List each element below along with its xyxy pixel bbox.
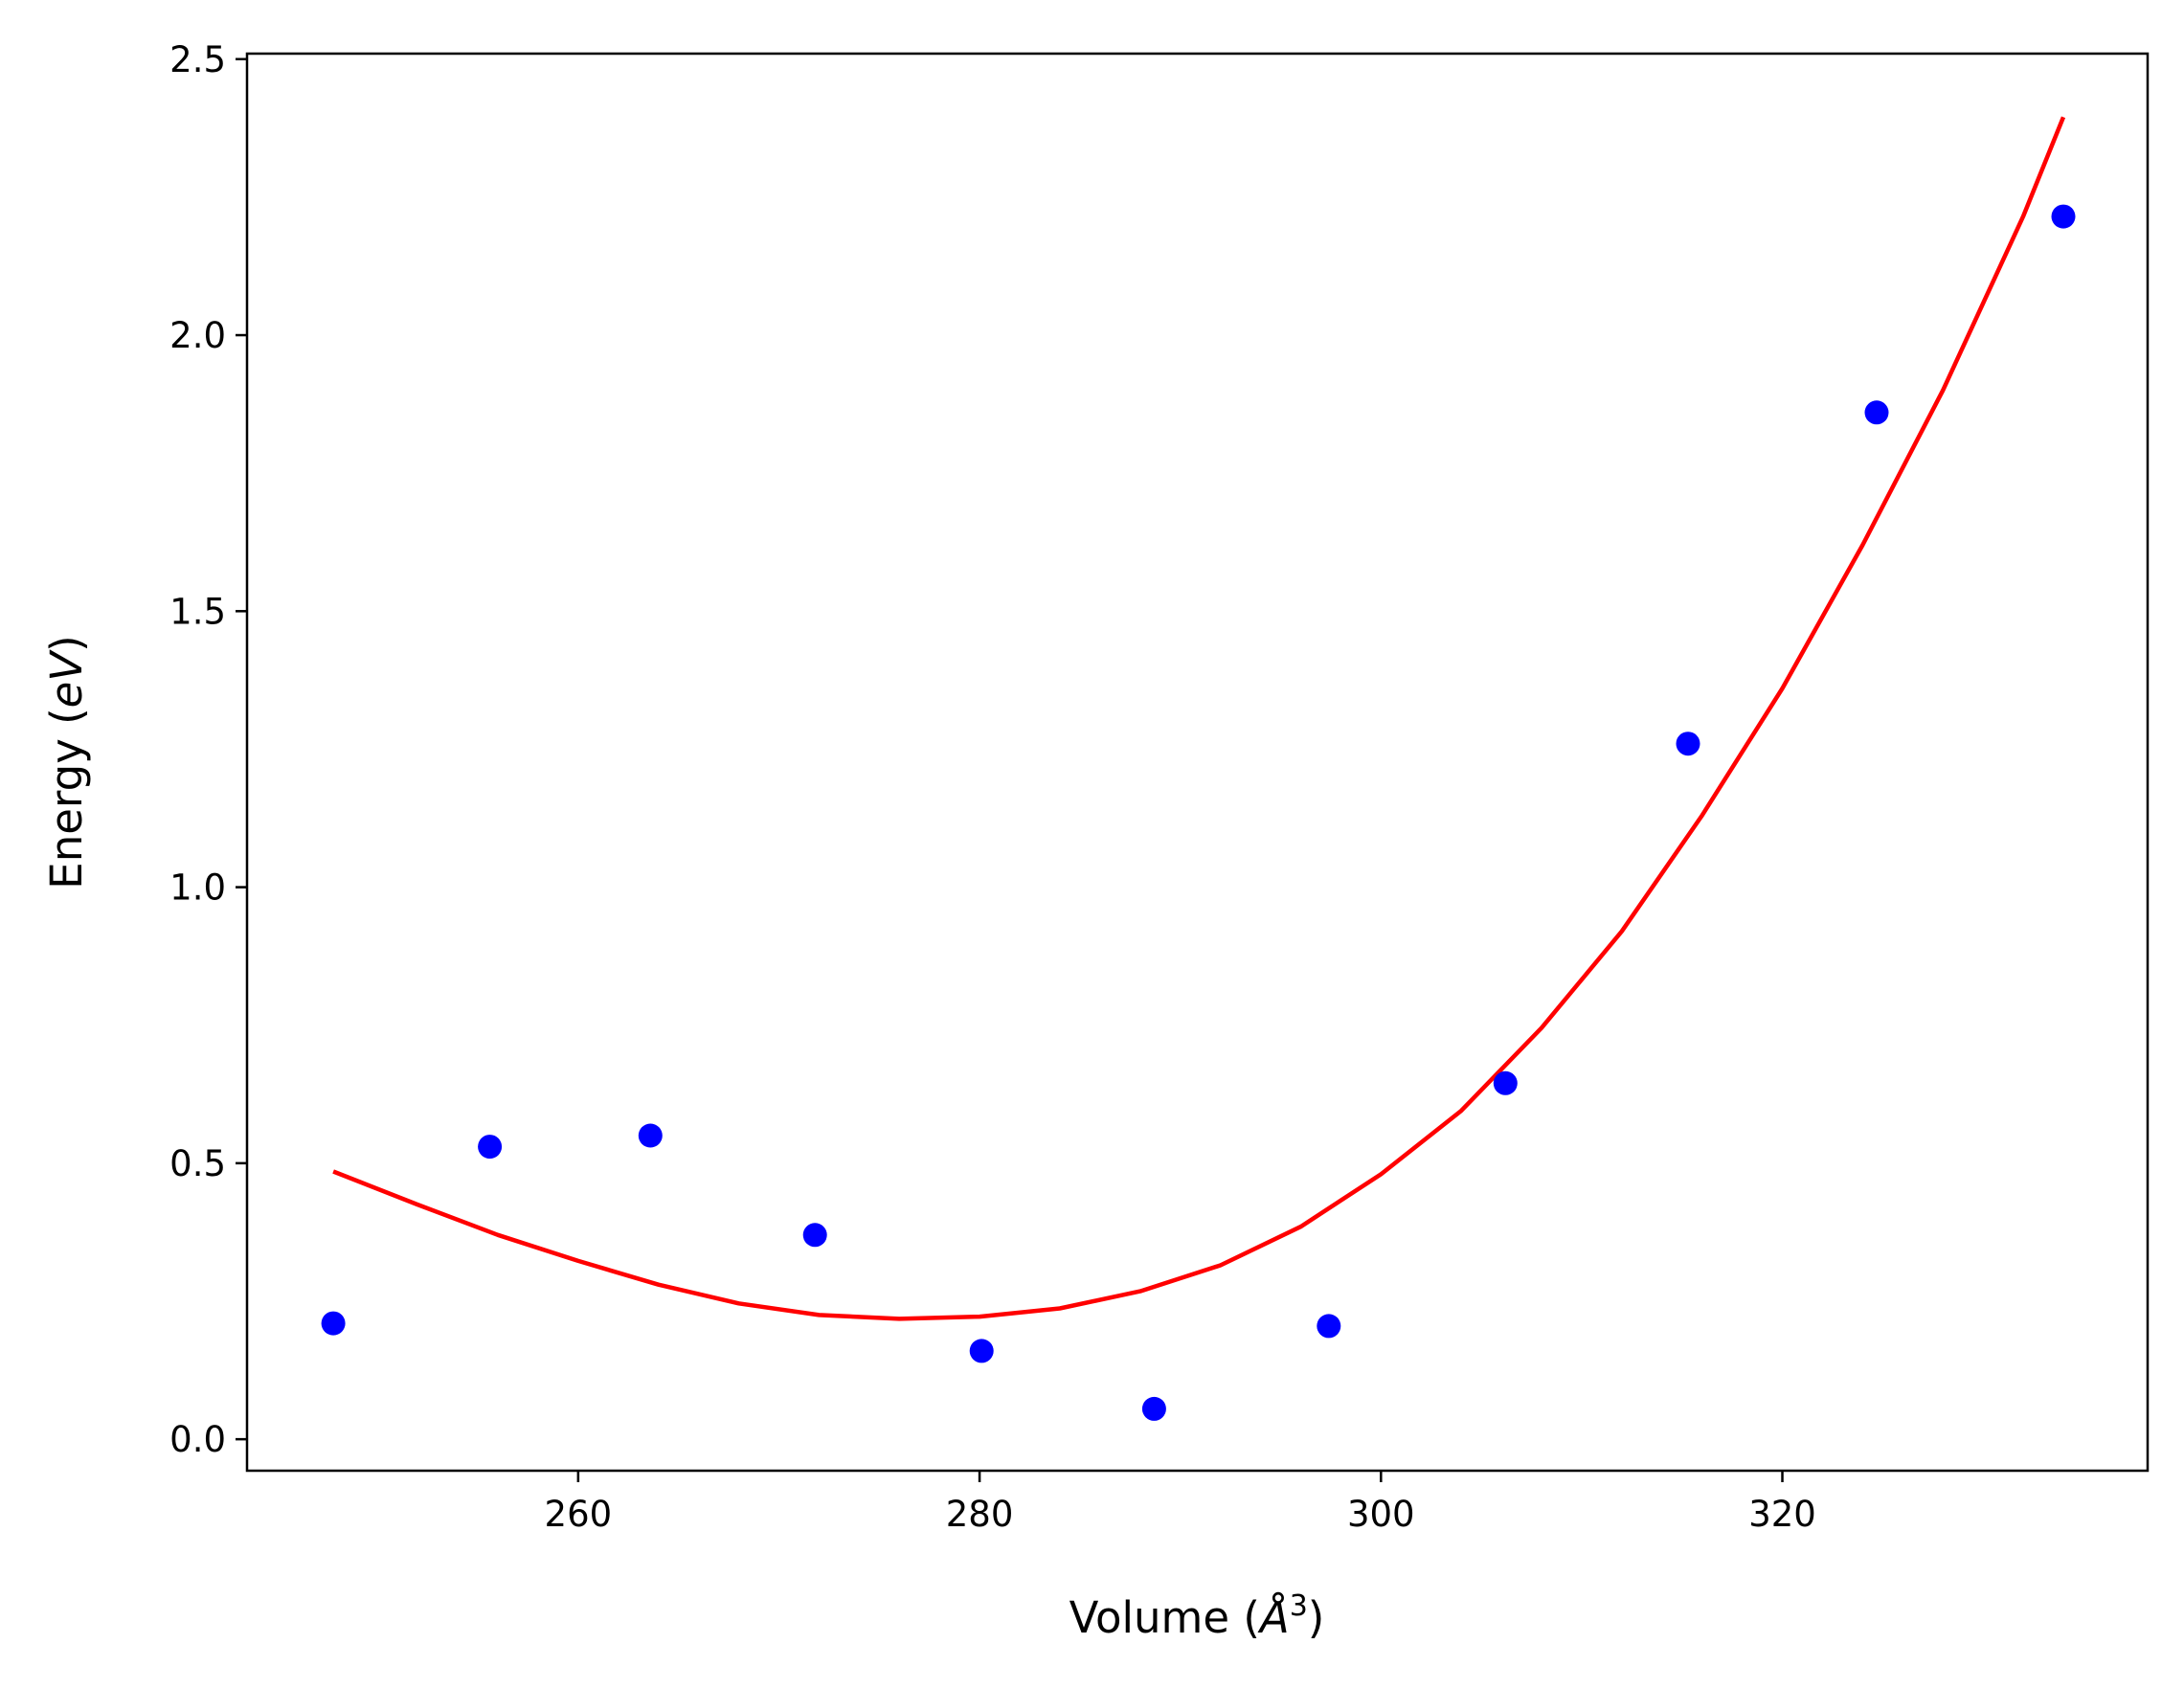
data-point bbox=[321, 1311, 346, 1336]
y-axis-label-prefix: Energy ( bbox=[41, 708, 92, 889]
fit-curve-layer bbox=[332, 116, 2066, 1321]
x-tick-label: 280 bbox=[946, 1494, 1014, 1535]
x-axis-label-suffix: ) bbox=[1308, 1592, 1325, 1643]
y-tick-label: 0.0 bbox=[169, 1419, 226, 1460]
plot-frame bbox=[245, 52, 2150, 1473]
data-point bbox=[478, 1135, 503, 1160]
x-axis-label-prefix: Volume ( bbox=[1069, 1592, 1260, 1643]
y-tick-label: 1.0 bbox=[169, 867, 226, 909]
y-axis-label: Energy (eV) bbox=[41, 635, 92, 889]
data-point bbox=[1317, 1314, 1341, 1339]
x-axis-ticks: 260 280 300 320 bbox=[545, 1471, 1816, 1535]
y-axis-ticks: 0.0 0.5 1.0 1.5 2.0 2.5 bbox=[169, 39, 247, 1460]
data-point bbox=[1493, 1070, 1518, 1095]
x-tick-label: 320 bbox=[1748, 1494, 1816, 1535]
x-tick-label: 300 bbox=[1347, 1494, 1415, 1535]
fit-curve bbox=[332, 116, 2066, 1321]
x-axis-label: Volume (Å3) bbox=[1069, 1589, 1325, 1643]
y-tick-label: 2.0 bbox=[169, 315, 226, 356]
y-tick-label: 0.5 bbox=[169, 1143, 226, 1184]
x-tick-label: 260 bbox=[545, 1494, 613, 1535]
data-point bbox=[638, 1123, 663, 1148]
x-axis-label-symbol: Å bbox=[1257, 1592, 1290, 1643]
data-point bbox=[802, 1223, 827, 1248]
plot-area bbox=[247, 54, 2148, 1471]
y-tick-label: 2.5 bbox=[169, 39, 226, 80]
y-axis-label-suffix: ) bbox=[41, 635, 92, 652]
data-points-layer bbox=[321, 204, 2076, 1421]
data-point bbox=[2051, 204, 2076, 229]
data-point bbox=[1141, 1396, 1166, 1421]
y-axis-label-symbol: eV bbox=[41, 649, 92, 709]
y-tick-label: 1.5 bbox=[169, 591, 226, 632]
x-axis-label-exponent: 3 bbox=[1290, 1589, 1308, 1623]
data-point bbox=[969, 1339, 994, 1363]
data-point bbox=[1864, 400, 1889, 425]
data-point bbox=[1676, 732, 1700, 756]
